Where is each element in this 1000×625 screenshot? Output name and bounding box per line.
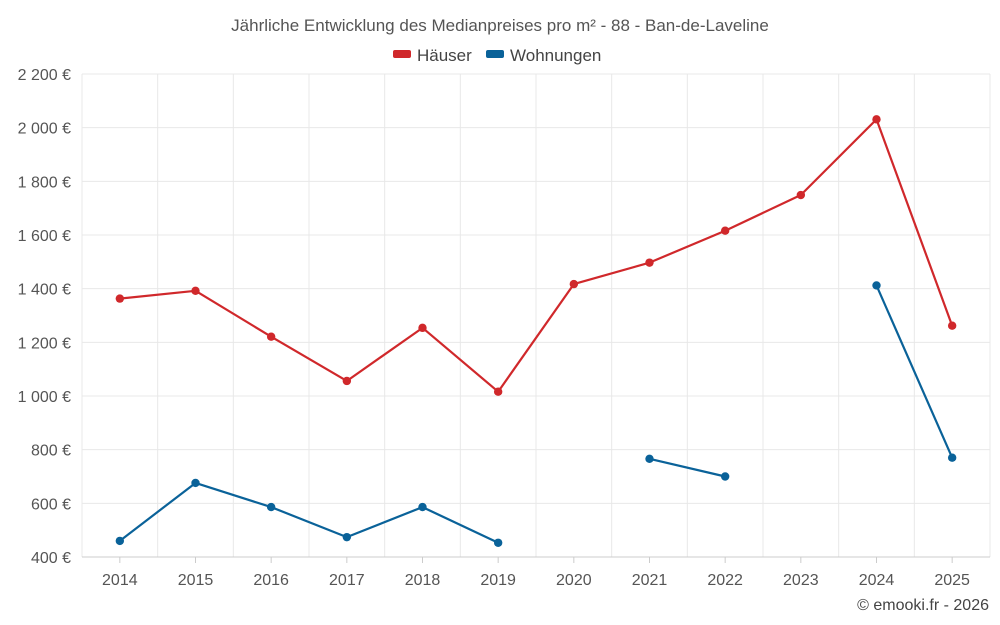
x-tick-label: 2021 (632, 572, 668, 589)
data-point-haeuser-2024[interactable] (872, 115, 881, 124)
x-tick-label: 2014 (102, 572, 138, 589)
x-tick-label: 2015 (178, 572, 214, 589)
data-point-wohnungen-2025[interactable] (947, 453, 957, 462)
data-point-haeuser-2021[interactable] (645, 258, 654, 267)
copyright-footer: © emooki.fr - 2026 (857, 597, 989, 614)
x-tick-label: 2019 (480, 572, 516, 589)
y-tick-label: 2 000 € (18, 121, 71, 138)
data-point-wohnungen-2016[interactable] (266, 502, 276, 512)
y-tick-label: 1 800 € (18, 174, 71, 191)
data-point-wohnungen-2021[interactable] (645, 454, 654, 463)
data-point-haeuser-2023[interactable] (796, 190, 806, 200)
data-point-haeuser-2022[interactable] (720, 226, 730, 235)
y-tick-label: 1 400 € (18, 282, 71, 299)
y-tick-label: 1 200 € (18, 335, 71, 352)
data-point-wohnungen-2015[interactable] (191, 478, 200, 488)
legend-label-wohnungen[interactable]: Wohnungen (510, 46, 601, 65)
series-line-wohnungen (118, 481, 500, 544)
x-tick-label: 2023 (783, 572, 819, 589)
chart-title: Jährliche Entwicklung des Medianpreises … (231, 16, 769, 35)
x-tick-label: 2024 (859, 572, 895, 589)
y-tick-label: 1 000 € (18, 389, 71, 406)
legend: Häuser Wohnungen (393, 46, 601, 65)
data-point-haeuser-2017[interactable] (342, 376, 352, 386)
data-point-haeuser-2019[interactable] (493, 387, 503, 396)
x-tick-label: 2020 (556, 572, 592, 589)
y-tick-label: 400 € (31, 550, 71, 567)
legend-swatch-wohnungen (486, 50, 504, 58)
data-point-wohnungen-2017[interactable] (342, 532, 352, 542)
data-point-wohnungen-2018[interactable] (418, 502, 427, 512)
y-tick-label: 600 € (31, 496, 71, 513)
data-point-haeuser-2025[interactable] (947, 321, 957, 330)
data-point-wohnungen-2014[interactable] (115, 536, 125, 546)
x-tick-label: 2025 (934, 572, 970, 589)
data-point-haeuser-2014[interactable] (115, 294, 125, 303)
y-tick-label: 2 200 € (18, 67, 71, 84)
data-point-wohnungen-2022[interactable] (720, 472, 730, 481)
series-line-wohnungen (875, 284, 954, 459)
data-point-haeuser-2016[interactable] (266, 332, 276, 341)
x-tick-label: 2022 (707, 572, 743, 589)
y-tick-label: 1 600 € (18, 228, 71, 245)
data-point-wohnungen-2019[interactable] (493, 538, 503, 547)
legend-label-haeuser[interactable]: Häuser (417, 46, 472, 65)
data-point-haeuser-2020[interactable] (569, 279, 579, 289)
legend-swatch-haeuser (393, 50, 411, 58)
x-tick-label: 2018 (405, 572, 441, 589)
x-tick-label: 2016 (253, 572, 289, 589)
y-tick-label: 800 € (31, 443, 71, 460)
data-point-haeuser-2015[interactable] (191, 286, 200, 296)
x-tick-label: 2017 (329, 572, 365, 589)
data-point-haeuser-2018[interactable] (418, 323, 427, 333)
data-point-wohnungen-2024[interactable] (872, 281, 881, 290)
series-line-wohnungen (648, 457, 727, 478)
series-line-haeuser (118, 118, 954, 393)
